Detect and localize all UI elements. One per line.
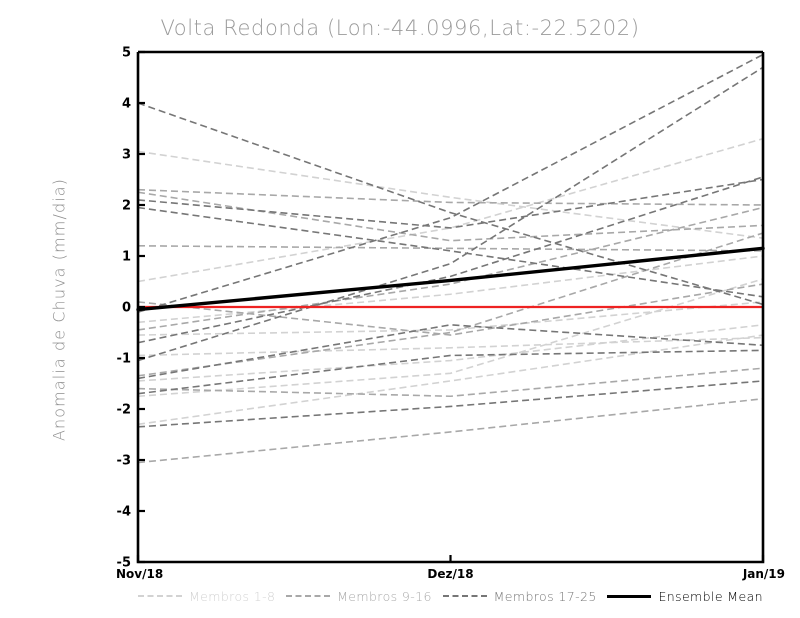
member-line: [137, 137, 764, 283]
member-line: [137, 53, 764, 313]
y-axis-tick-label: -4: [117, 505, 131, 520]
member-line: [137, 178, 764, 229]
legend-label: Ensemble Mean: [658, 588, 763, 604]
member-line: [137, 349, 764, 395]
member-line: [137, 301, 764, 336]
y-axis-tick-label: 2: [122, 199, 131, 214]
legend-label: Membros 9-16: [337, 588, 432, 604]
member-line: [137, 336, 764, 357]
member-line: [137, 191, 764, 242]
member-line: [137, 324, 764, 382]
legend-swatch-icon: [138, 595, 182, 597]
y-axis-tick-label: 0: [122, 301, 131, 316]
member-line: [137, 188, 764, 206]
x-axis-tick-label: Dez/18: [427, 567, 473, 581]
legend-item[interactable]: Membros 17-25: [442, 588, 597, 604]
chart-legend: Membros 1-8 Membros 9-16 Membros 17-25 Ense…: [138, 585, 763, 607]
legend-swatch-icon: [607, 594, 652, 598]
member-line: [137, 206, 764, 331]
legend-swatch-icon: [442, 595, 487, 597]
member-line: [137, 324, 764, 380]
legend-item[interactable]: Membros 1-8: [138, 589, 275, 604]
y-axis-tick-label: -1: [117, 352, 131, 367]
ensemble-mean-line: [136, 246, 765, 312]
y-axis-tick-label: 3: [122, 148, 131, 163]
ensemble-mean-polyline: [136, 246, 765, 312]
member-line: [137, 245, 764, 252]
member-line: [137, 380, 764, 428]
member-line: [137, 102, 764, 306]
legend-item[interactable]: Membros 9-16: [286, 589, 432, 604]
y-axis-tick-label: -3: [117, 454, 131, 469]
member-line: [137, 66, 764, 362]
x-axis-tick-label: Nov/18: [116, 567, 163, 581]
member-line: [137, 278, 764, 398]
legend-label: Membros 17-25: [493, 588, 597, 604]
series-layer: [137, 53, 764, 464]
legend-item[interactable]: Ensemble Mean: [607, 589, 763, 604]
y-axis-tick-label: 5: [122, 46, 131, 61]
member-line: [137, 334, 764, 426]
member-line: [137, 176, 764, 344]
member-line: [137, 367, 764, 398]
member-line: [137, 206, 764, 298]
legend-label: Membros 1-8: [189, 588, 276, 604]
y-axis-tick-label: 1: [122, 250, 131, 265]
page-title: Volta Redonda (Lon:-44.0996,Lat:-22.5202…: [160, 16, 640, 40]
y-axis-tick-label: -2: [117, 403, 131, 418]
y-axis-tick-label: 4: [122, 97, 131, 112]
legend-swatch-icon: [286, 595, 331, 597]
member-line: [137, 283, 764, 336]
member-line: [137, 398, 764, 464]
x-axis-tick-label: Jan/19: [742, 567, 785, 581]
member-line: [137, 232, 764, 377]
y-axis-tick-label: -5: [117, 556, 131, 571]
member-line: [137, 150, 764, 239]
